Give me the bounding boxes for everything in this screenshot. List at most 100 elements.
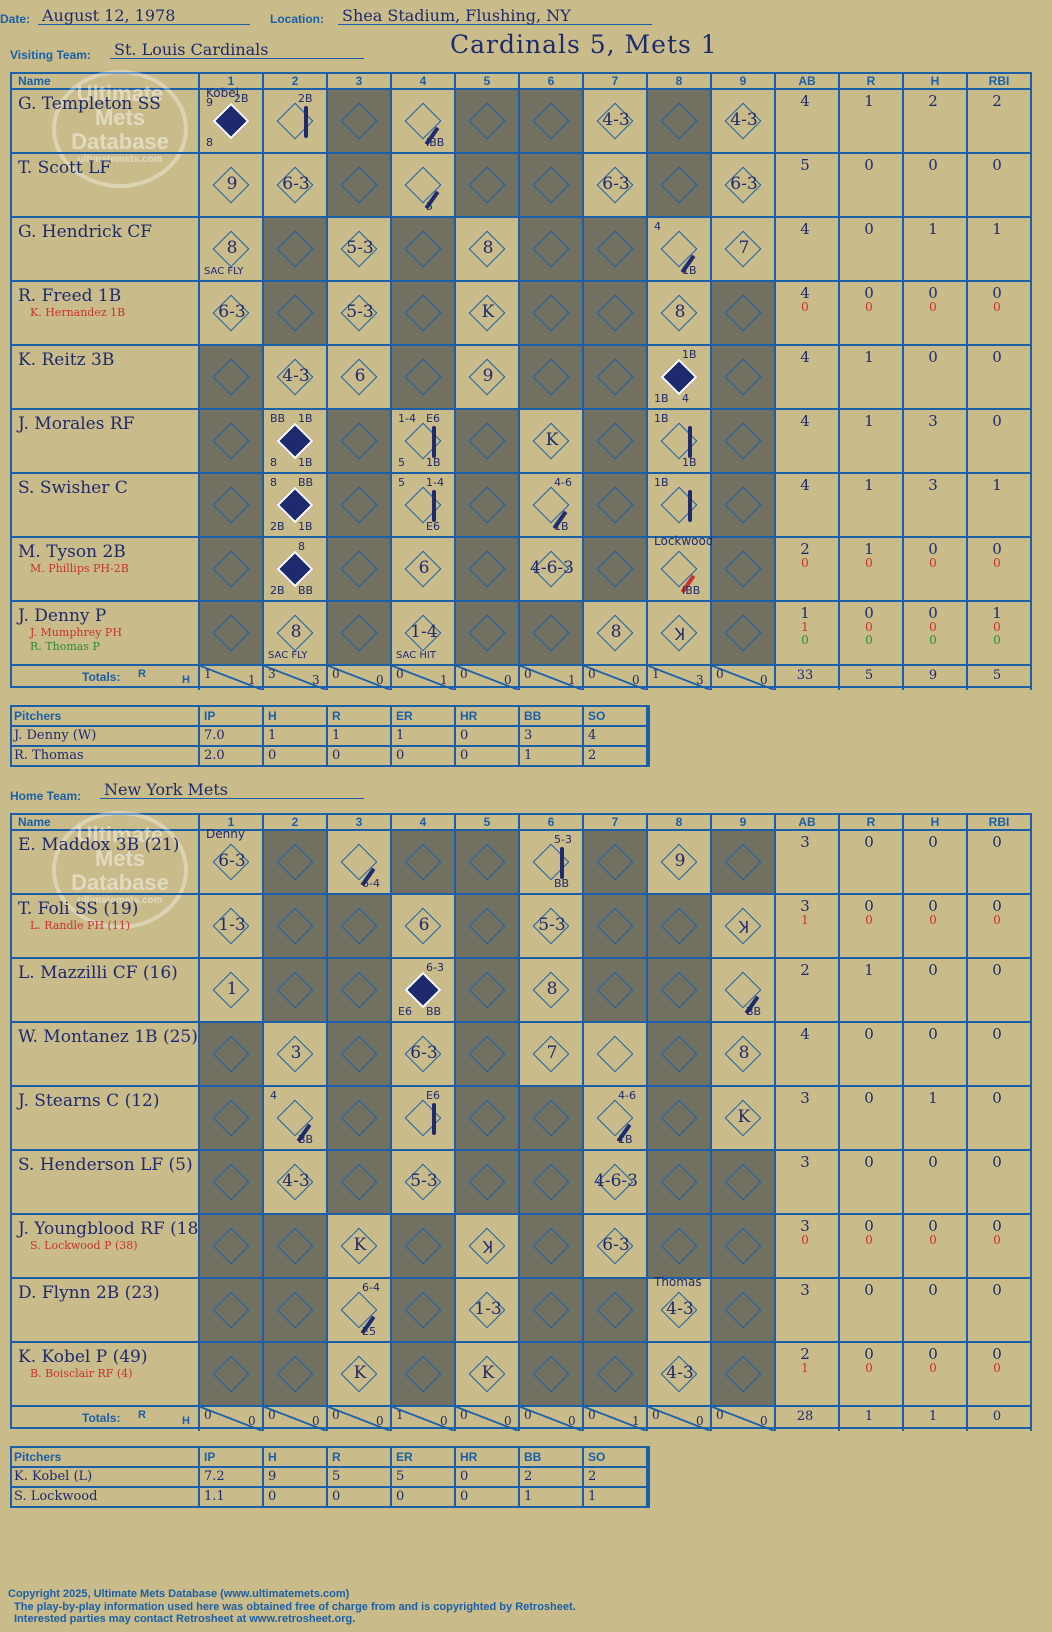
- play-annotation: 1B: [654, 412, 669, 425]
- inning-cell: [264, 831, 328, 895]
- pitcher-cell: 0: [456, 747, 520, 767]
- pitcher-header: SO: [584, 707, 648, 727]
- stat-value: 0: [864, 156, 874, 174]
- inning-header: 2: [264, 74, 328, 90]
- inning-cell: 8: [584, 602, 648, 666]
- basepath-diamond: [596, 486, 634, 524]
- inning-runs: 0: [204, 1408, 212, 1422]
- stat-value: 0: [801, 556, 809, 570]
- inning-cell: [520, 1279, 584, 1343]
- stat-total: 1: [904, 1407, 968, 1431]
- inning-cell: 1-4 SAC HIT: [392, 602, 456, 666]
- play-annotation: 4: [682, 392, 689, 405]
- pitcher-header: ER: [392, 707, 456, 727]
- inning-cell: [456, 90, 520, 154]
- inning-cell: [712, 831, 776, 895]
- play-result: 4-3: [282, 366, 310, 386]
- basepath-diamond: [596, 1355, 634, 1393]
- basepath-diamond: [212, 550, 250, 588]
- stat-total: 5: [968, 666, 1032, 690]
- basepath-diamond: [340, 1099, 378, 1137]
- stat-value: 0: [801, 633, 809, 647]
- player-row: W. Montanez 1B (25): [10, 1023, 200, 1087]
- basepath-diamond: [404, 1291, 442, 1329]
- inning-cell: 8: [520, 959, 584, 1023]
- stat-cell: 4: [776, 410, 840, 474]
- play-result: Ʞ: [482, 1238, 494, 1258]
- basepath-diamond: [596, 358, 634, 396]
- totals-r-label: R: [138, 668, 146, 680]
- stat-value: 1: [992, 220, 1002, 238]
- basepath-diamond: [596, 1035, 634, 1073]
- basepath-diamond: [468, 1163, 506, 1201]
- inning-header: 1: [200, 74, 264, 90]
- stat-value: 0: [929, 633, 937, 647]
- stat-value: 0: [993, 1233, 1001, 1247]
- inning-cell: [328, 538, 392, 602]
- inning-cell: [264, 959, 328, 1023]
- player-row: J. Denny P J. Mumphrey PH R. Thomas P: [10, 602, 200, 666]
- stat-header: AB: [776, 815, 840, 831]
- basepath-diamond: [212, 1291, 250, 1329]
- play-annotation: 1B: [298, 520, 313, 533]
- stat-value: 0: [864, 833, 874, 851]
- pitcher-cell: 2: [584, 747, 648, 767]
- basepath-diamond: [468, 102, 506, 140]
- stat-cell: 0: [968, 154, 1032, 218]
- inning-header: 2: [264, 815, 328, 831]
- inning-cell: [648, 1087, 712, 1151]
- basepath-diamond: [660, 1035, 698, 1073]
- stat-cell: 0: [968, 959, 1032, 1023]
- player-name: J. Denny P: [18, 606, 107, 626]
- pitcher-cell: S. Lockwood: [10, 1488, 200, 1508]
- inning-cell: 4 1B: [648, 218, 712, 282]
- play-annotation: 8: [270, 456, 277, 469]
- play-annotation: E6: [398, 1005, 412, 1018]
- stat-cell: 0: [840, 1087, 904, 1151]
- stat-total-value: 5: [992, 668, 1002, 683]
- inning-cell: [328, 1087, 392, 1151]
- inning-cell: [712, 1151, 776, 1215]
- scorecard-grid: Name 1 2 3 4 5 6 7 8 9 AB R H RBI Ultimate Mets Database…: [10, 811, 1032, 1431]
- basepath-diamond: [660, 907, 698, 945]
- substitute-name: S. Lockwood P (38): [30, 1239, 138, 1252]
- player-name: J. Stearns C (12): [18, 1091, 160, 1111]
- stat-cell: 0: [904, 1279, 968, 1343]
- basepath-diamond: [404, 294, 442, 332]
- stat-value: 0: [801, 1233, 809, 1247]
- basepath-diamond: [276, 1355, 314, 1393]
- watermark-text: Ultimate: [76, 81, 164, 106]
- inning-cell: [584, 1279, 648, 1343]
- inning-cell: [328, 474, 392, 538]
- play-result: 5-3: [538, 915, 566, 935]
- inning-cell: 5-3: [520, 895, 584, 959]
- location-value: Shea Stadium, Flushing, NY: [338, 6, 652, 25]
- inning-runs: 0: [524, 1408, 532, 1422]
- inning-cell: 5-3: [392, 1151, 456, 1215]
- stat-value: 0: [992, 1025, 1002, 1043]
- inning-runs: 0: [332, 1408, 340, 1422]
- inning-cell: [456, 831, 520, 895]
- player-row: J. Youngblood RF (18) S. Lockwood P (38): [10, 1215, 205, 1279]
- stat-value: 2: [800, 961, 810, 979]
- totals-h-label: H: [182, 1415, 190, 1427]
- basepath-diamond: [276, 294, 314, 332]
- inning-hits: 0: [440, 1414, 448, 1428]
- basepath-diamond: [532, 358, 570, 396]
- stat-cell: 4: [776, 1023, 840, 1087]
- inning-cell: 4-6 1B: [584, 1087, 648, 1151]
- stat-value: 4: [800, 476, 810, 494]
- inning-cell: 6-3: [200, 282, 264, 346]
- stat-value: 0: [992, 961, 1002, 979]
- play-result: 5-3: [346, 238, 374, 258]
- stat-value: 0: [864, 1153, 874, 1171]
- inning-cell: 1B 1B 4: [648, 346, 712, 410]
- pitcher-header: IP: [200, 707, 264, 727]
- player-name: J. Morales RF: [18, 414, 135, 434]
